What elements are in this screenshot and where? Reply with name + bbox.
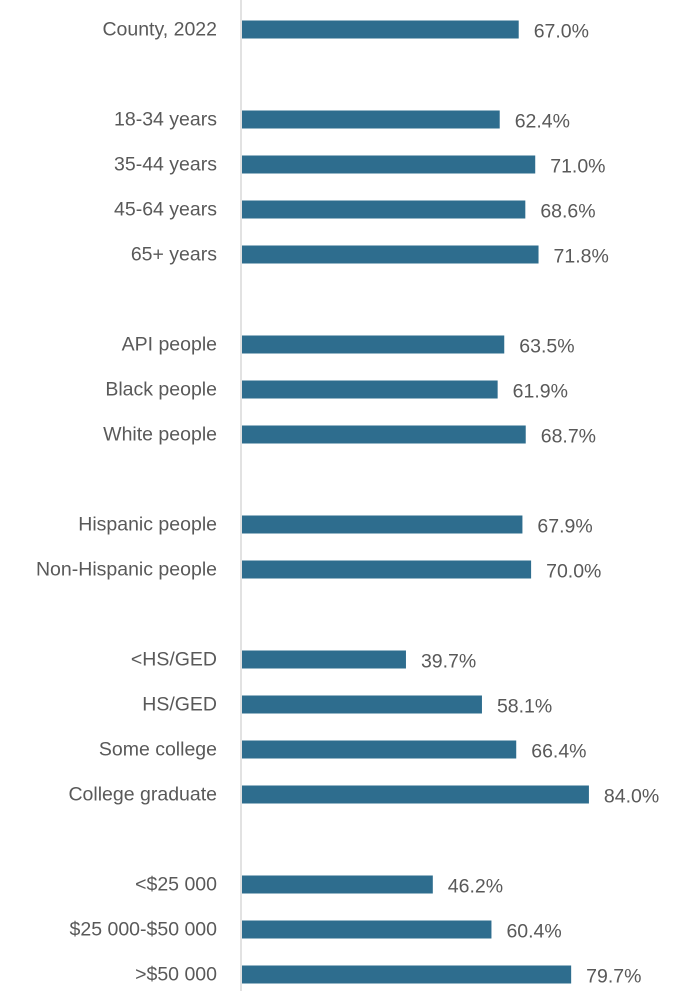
data-label: 71.8% xyxy=(554,246,609,268)
category-label: 18-34 years xyxy=(114,109,217,131)
data-label: 63.5% xyxy=(519,336,574,358)
data-label: 39.7% xyxy=(421,651,476,673)
bar xyxy=(242,110,500,129)
category-label: College graduate xyxy=(68,784,217,806)
data-label: 71.0% xyxy=(550,156,605,178)
data-label: 68.7% xyxy=(541,426,596,448)
data-label: 66.4% xyxy=(531,741,586,763)
data-label: 67.9% xyxy=(537,516,592,538)
category-label: Non-Hispanic people xyxy=(36,559,217,581)
category-label: Some college xyxy=(99,739,217,761)
data-label: 46.2% xyxy=(448,876,503,898)
bar xyxy=(242,695,482,714)
data-label: 61.9% xyxy=(513,381,568,403)
bar xyxy=(242,515,523,534)
category-label: <HS/GED xyxy=(131,649,217,671)
data-label: 60.4% xyxy=(506,921,561,943)
data-labels-group: 67.0% 62.4% 71.0% 68.6% 71.8% 63.5% 61.9% 68.7%… xyxy=(421,21,659,988)
category-label: Hispanic people xyxy=(78,514,217,536)
bar xyxy=(242,785,589,804)
bar xyxy=(242,335,505,354)
bar xyxy=(242,920,492,939)
data-label: 70.0% xyxy=(546,561,601,583)
data-label: 84.0% xyxy=(604,786,659,808)
bar xyxy=(242,245,539,264)
bar xyxy=(242,380,498,399)
data-label: 62.4% xyxy=(515,111,570,133)
category-label: HS/GED xyxy=(142,694,217,716)
data-label: 58.1% xyxy=(497,696,552,718)
category-label: 35-44 years xyxy=(114,154,217,176)
category-label: <$25 000 xyxy=(135,874,217,896)
bar xyxy=(242,20,519,39)
category-label: White people xyxy=(103,424,217,446)
bar xyxy=(242,425,526,444)
category-label: County, 2022 xyxy=(102,19,217,41)
category-label: >$50 000 xyxy=(135,964,217,986)
bar xyxy=(242,560,532,579)
data-label: 68.6% xyxy=(540,201,595,223)
category-label: 45-64 years xyxy=(114,199,217,221)
category-label: $25 000-$50 000 xyxy=(70,919,218,941)
bar xyxy=(242,200,526,219)
data-label: 79.7% xyxy=(586,966,641,988)
bar xyxy=(242,875,433,894)
bars-group xyxy=(242,20,589,984)
category-labels-group: County, 2022 18-34 years 35-44 years 45-64 … xyxy=(36,19,217,986)
data-label: 67.0% xyxy=(534,21,589,43)
category-label: 65+ years xyxy=(131,244,217,266)
bar xyxy=(242,650,406,669)
bar xyxy=(242,155,536,174)
bar xyxy=(242,740,517,759)
bar xyxy=(242,965,572,984)
category-label: Black people xyxy=(105,379,217,401)
category-label: API people xyxy=(122,334,217,356)
